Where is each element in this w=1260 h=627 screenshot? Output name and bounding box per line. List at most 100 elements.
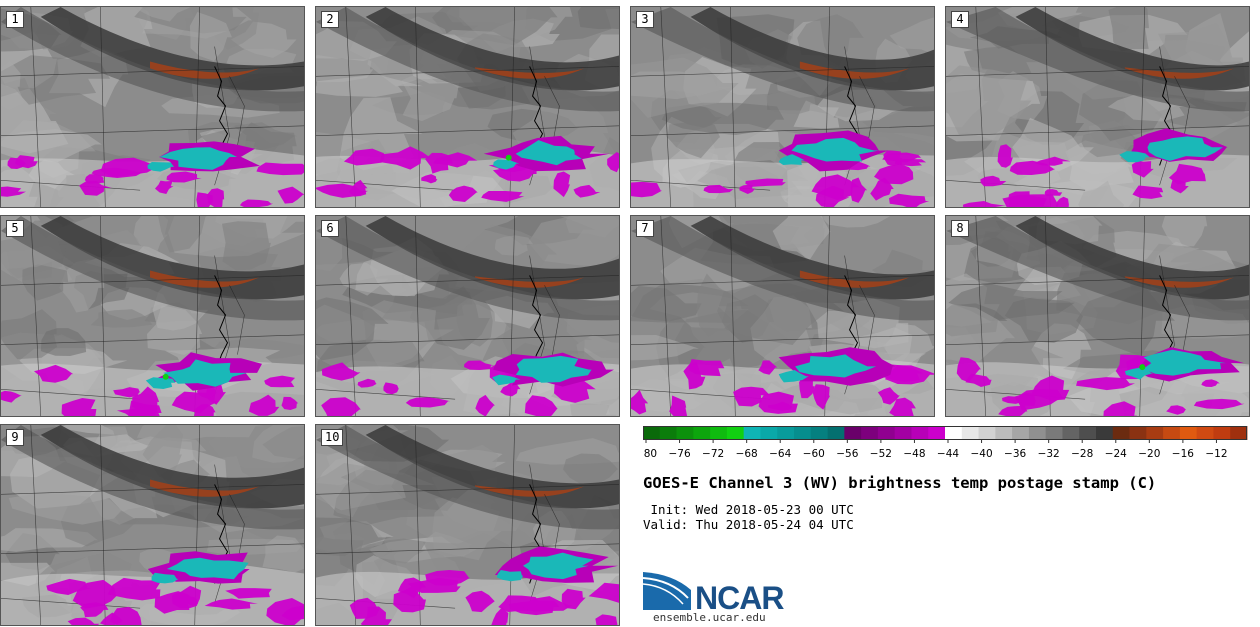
warm-streak [1124, 67, 1235, 79]
convection-magenta [500, 381, 521, 397]
dry-slot-band [40, 425, 304, 509]
colorbar-tick-label: −68 [736, 448, 758, 460]
convection-magenta [888, 193, 930, 207]
dry-slot-band [365, 7, 619, 91]
postage-stamp-panel-7[interactable]: 7 [630, 215, 935, 417]
convection-magenta [962, 200, 1007, 207]
convection-magenta [758, 360, 778, 375]
convection-core-cyan [166, 557, 249, 580]
map-boundary [345, 216, 357, 416]
cloud-texture [661, 102, 785, 136]
postage-stamp-panel-1[interactable]: 1 [0, 6, 305, 208]
convection-magenta [1031, 375, 1070, 401]
map-boundary [316, 66, 619, 77]
dry-slot-band [40, 7, 304, 91]
map-boundary [100, 216, 106, 416]
colorbar-swatch [1179, 426, 1198, 440]
colorbar-tick-label: −24 [1105, 448, 1127, 460]
convection-magenta [812, 384, 831, 410]
colorbar-swatch [710, 426, 728, 440]
convection-magenta [15, 155, 38, 169]
convection-magenta [965, 373, 992, 387]
convection-core-cyan [515, 140, 582, 166]
convection-magenta [683, 362, 706, 390]
postage-stamp-panel-3[interactable]: 3 [630, 6, 935, 208]
colorbar-swatch [1163, 426, 1181, 440]
convection-magenta [998, 405, 1028, 416]
convection-magenta [464, 360, 495, 371]
colorbar-tick-label: −28 [1071, 448, 1093, 460]
map-boundary [1, 179, 141, 191]
init-time: Init: Wed 2018-05-23 00 UTC [643, 502, 854, 517]
cloud-texture [432, 497, 502, 561]
cloud-texture [133, 7, 191, 22]
postage-stamp-panel-2[interactable]: 2 [315, 6, 620, 208]
cloud-texture [963, 45, 1038, 76]
warm-streak [474, 67, 585, 79]
convection-magenta [154, 180, 174, 195]
cloud-texture [401, 71, 460, 122]
wv-map-6 [316, 216, 619, 416]
map-boundary [194, 7, 200, 207]
map-boundary [1045, 7, 1051, 207]
colorbar-tick-label: −76 [668, 448, 690, 460]
map-boundary [946, 179, 1086, 191]
convection-magenta [524, 395, 558, 416]
dry-slot-band [1015, 7, 1249, 91]
cloud-texture [631, 335, 699, 361]
postage-stamp-panel-8[interactable]: 8 [945, 215, 1250, 417]
colorbar-swatch [794, 426, 812, 440]
postage-stamp-panel-5[interactable]: 5 [0, 215, 305, 417]
dry-slot-band [365, 425, 619, 509]
warm-streak [799, 61, 910, 79]
map-boundary [859, 285, 875, 355]
colorbar-swatch [1045, 426, 1063, 440]
map-boundary [660, 216, 672, 416]
convection-magenta [33, 364, 74, 383]
panel-number-2: 2 [321, 11, 339, 28]
warm-streak [150, 61, 260, 79]
map-boundary [229, 76, 245, 146]
postage-stamp-panel-6[interactable]: 6 [315, 215, 620, 417]
convection-magenta [248, 394, 280, 416]
convection-green-spot [1139, 364, 1146, 371]
cloud-texture [189, 12, 232, 62]
cloud-texture [946, 65, 1032, 136]
map-boundary [509, 425, 515, 625]
colorbar-tick-label: −72 [702, 448, 724, 460]
map-boundary [631, 125, 934, 137]
convection-magenta [393, 585, 426, 613]
map-boundary [229, 285, 245, 355]
convection-core-cyan [523, 552, 594, 580]
ncar-logo: NCAR [643, 572, 785, 612]
convection-cyan-small [1124, 367, 1154, 380]
convection-cyan-small [151, 572, 179, 584]
convection-magenta [113, 387, 140, 398]
convection-magenta [1002, 396, 1023, 404]
colorbar: −80−76−72−68−64−60−56−52−48−44−40−36−32−… [643, 426, 1248, 460]
ncar-logo-text: NCAR [695, 580, 784, 612]
colorbar-tick-label: −40 [970, 448, 992, 460]
cloud-texture [316, 297, 389, 361]
wv-map-9 [1, 425, 304, 625]
cloud-texture [1012, 117, 1094, 172]
postage-stamp-panel-9[interactable]: 9 [0, 424, 305, 626]
colorbar-swatch [995, 426, 1013, 440]
wv-map-7 [631, 216, 934, 416]
colorbar-swatch [1028, 426, 1047, 440]
dry-band-outer [316, 425, 619, 530]
colorbar-swatch [810, 426, 828, 440]
map-boundary [946, 66, 1249, 77]
colorbar-swatch [827, 426, 845, 440]
convection-magenta [877, 387, 900, 405]
postage-stamp-panel-4[interactable]: 4 [945, 6, 1250, 208]
convection-core-cyan [791, 137, 879, 162]
cloud-texture [456, 298, 493, 347]
colorbar-tick-label: −44 [937, 448, 959, 460]
colorbar-swatch [1079, 426, 1097, 440]
postage-stamp-panel-10[interactable]: 10 [315, 424, 620, 626]
colorbar-swatch [643, 426, 661, 440]
panel-number-7: 7 [636, 220, 654, 237]
convection-magenta [956, 357, 981, 383]
wv-map-1 [1, 7, 304, 207]
